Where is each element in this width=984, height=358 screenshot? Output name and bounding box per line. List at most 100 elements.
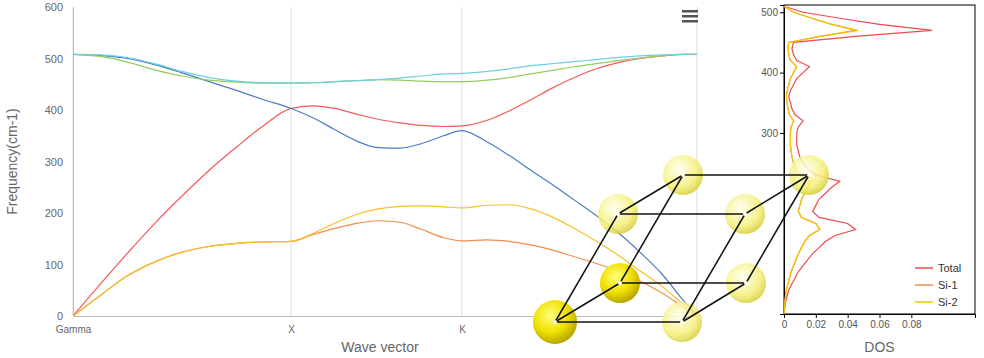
- tick-label: 0.08: [902, 319, 922, 330]
- menu-bar[interactable]: [682, 15, 698, 18]
- bond: [683, 174, 809, 176]
- tick-label: 500: [761, 7, 778, 18]
- grid-line: [461, 7, 462, 316]
- crystal-structure: [533, 155, 829, 344]
- bond: [618, 213, 745, 215]
- tick-label: 400: [761, 67, 778, 78]
- tick-label: 0.04: [838, 319, 858, 330]
- tick-mark: [780, 133, 784, 134]
- branch-line: [73, 54, 697, 83]
- chart-root: 0 100 200 300 400 500 600 Gamma X K Frequency(cm-1…: [0, 0, 984, 358]
- bond: [746, 175, 809, 283]
- tick-mark: [780, 12, 784, 13]
- tick-label: 400: [45, 104, 63, 116]
- tick: 500: [761, 7, 784, 18]
- atom-center: [680, 320, 684, 324]
- tick-label: 0.06: [870, 319, 890, 330]
- tick: 200: [45, 207, 73, 219]
- bond: [555, 321, 682, 323]
- bond: [555, 214, 618, 322]
- x-axis-title: DOS: [864, 339, 894, 355]
- atom-center: [618, 281, 622, 285]
- y-axis: 0 100 200 300 400 500 600: [45, 1, 74, 322]
- tick-label: 0.02: [807, 319, 827, 330]
- grid-line: [291, 7, 292, 316]
- tick-label: X: [288, 324, 295, 335]
- tick-label: K: [459, 324, 466, 335]
- tick: K: [459, 316, 466, 335]
- tick-label: 200: [45, 207, 63, 219]
- bond: [745, 175, 809, 214]
- atom-center: [807, 173, 811, 177]
- frequency-axis: 300 400 500: [761, 6, 784, 315]
- atom-center: [616, 212, 620, 216]
- legend-label: Si-1: [938, 279, 958, 291]
- branch-line: [73, 221, 697, 316]
- tick-label: 600: [45, 1, 63, 13]
- branch-line: [73, 54, 697, 316]
- tick: 0.02: [807, 314, 827, 330]
- legend-label: Si-2: [938, 296, 958, 308]
- dos-line: [784, 6, 932, 314]
- tick-label: 0: [782, 319, 788, 330]
- plot-frame: [784, 5, 975, 314]
- legend-swatch: [915, 267, 933, 269]
- atom-center: [744, 281, 748, 285]
- dispersion-chart: 0 100 200 300 400 500 600 Gamma X K Frequency(cm-1…: [4, 1, 698, 355]
- atom-center: [743, 212, 747, 216]
- bond: [618, 175, 683, 214]
- bond: [620, 282, 746, 284]
- dos-line: [784, 6, 856, 314]
- bond: [682, 283, 746, 322]
- x-axis-title: Wave vector: [341, 339, 419, 355]
- tick-label: 0: [57, 310, 63, 322]
- bond: [555, 283, 620, 322]
- series-group: [784, 6, 932, 314]
- x-axis: Gamma X K: [56, 316, 698, 335]
- tick: 100: [45, 259, 73, 271]
- tick-label: 500: [45, 53, 63, 65]
- dos-line: [784, 6, 858, 314]
- tick-label: 300: [45, 156, 63, 168]
- tick-mark: [784, 314, 785, 318]
- tick: 400: [761, 67, 784, 78]
- axis-line: [785, 315, 976, 319]
- tick: 500: [45, 53, 73, 65]
- grid-line: [73, 7, 74, 316]
- menu-bar[interactable]: [682, 10, 698, 13]
- tick-mark: [816, 314, 817, 318]
- tick: 0: [57, 310, 73, 322]
- tick: 0.04: [838, 314, 858, 330]
- bond: [620, 175, 683, 283]
- tick: 0.08: [902, 314, 922, 330]
- tick-label: 100: [45, 259, 63, 271]
- tick: 0: [782, 314, 788, 330]
- tick-mark: [911, 314, 912, 318]
- branch-line: [73, 54, 697, 83]
- tick-mark: [848, 314, 849, 318]
- tick: 400: [45, 104, 73, 116]
- y-axis-title: Frequency(cm-1): [4, 108, 20, 215]
- axis-line: [780, 6, 785, 315]
- tick: 600: [45, 1, 73, 13]
- menu-bar[interactable]: [682, 20, 698, 23]
- bond: [682, 214, 745, 322]
- dos-chart: 30040050000.020.040.060.08DOSTotalSi-1Si…: [761, 5, 975, 355]
- tick: Gamma: [56, 316, 92, 335]
- grid: [73, 7, 462, 316]
- tick-mark: [780, 73, 784, 74]
- branch-line: [73, 54, 697, 316]
- atom-center: [681, 173, 685, 177]
- tick-label: Gamma: [56, 324, 92, 335]
- tick-mark: [880, 314, 881, 318]
- series-group: [73, 54, 697, 316]
- tick: 300: [761, 128, 784, 139]
- axis-line: [74, 316, 698, 317]
- dos-axis: 0 0.02 0.04 0.06 0.08: [782, 314, 976, 330]
- tick-label: 300: [761, 128, 778, 139]
- tick: X: [288, 316, 295, 335]
- atom-center: [553, 320, 557, 324]
- tick: 300: [45, 156, 73, 168]
- menu-button[interactable]: [682, 10, 698, 23]
- legend-swatch: [915, 284, 933, 286]
